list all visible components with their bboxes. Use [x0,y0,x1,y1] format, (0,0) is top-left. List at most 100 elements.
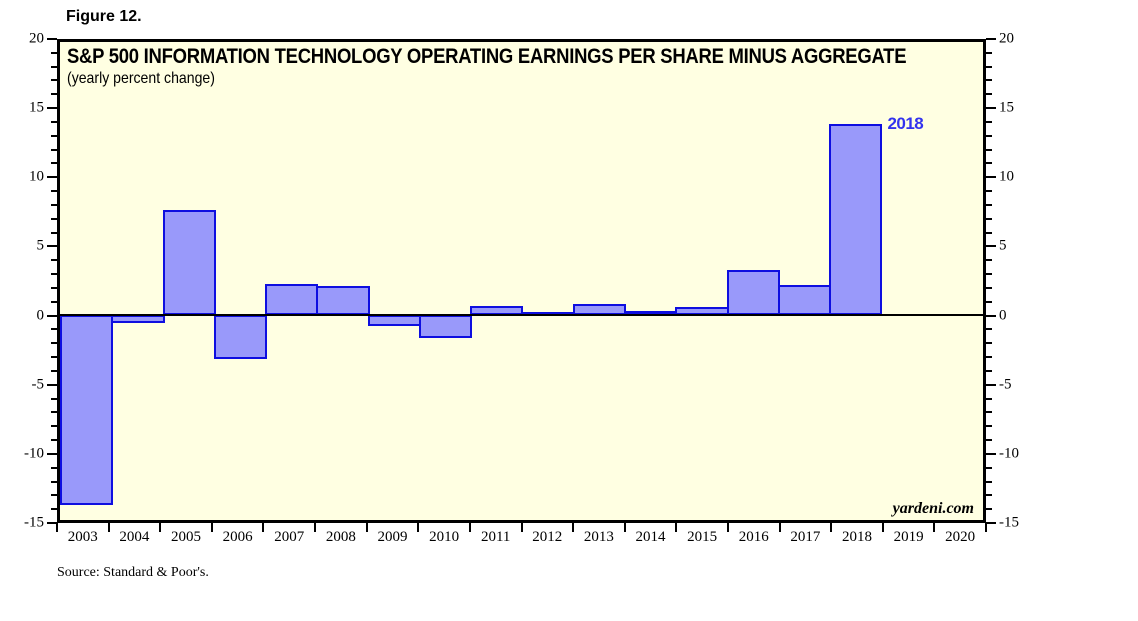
x-tick-6 [365,523,368,532]
x-axis-label-2011: 2011 [480,529,511,545]
zero-baseline [60,314,983,317]
plot-area: S&P 500 INFORMATION TECHNOLOGY OPERATING… [57,39,986,523]
x-tick-2 [159,523,162,532]
bar-2003 [60,315,114,505]
x-axis-label-2020: 2020 [945,529,976,545]
y-tick-right--10 [986,452,996,455]
y-tick-right--3 [986,356,992,359]
y-tick-right--11 [986,466,992,469]
chart-title: S&P 500 INFORMATION TECHNOLOGY OPERATING… [67,45,907,68]
y-tick-right-15 [986,107,996,110]
x-axis-label-2010: 2010 [429,529,460,545]
y-axis-label-right-10: 10 [999,168,1014,185]
y-tick-right-10 [986,176,996,179]
bar-2007 [265,283,319,316]
y-tick-right-14 [986,120,992,123]
y-axis-label-left--15: -15 [24,514,44,531]
bar-2017 [777,285,832,316]
y-tick-right-11 [986,162,992,165]
x-axis-label-2015: 2015 [687,529,718,545]
y-tick-left--15 [47,522,57,524]
y-tick-right--7 [986,411,992,414]
x-axis-label-2005: 2005 [171,529,202,545]
x-axis-label-2007: 2007 [274,529,305,545]
chart-subtitle: (yearly percent change) [67,70,215,88]
bar-2010 [418,315,473,339]
y-tick-left-20 [47,38,57,40]
x-axis-label-2003: 2003 [67,529,98,545]
y-tick-right-9 [986,190,992,193]
x-axis-label-2017: 2017 [790,529,821,545]
y-tick-left-15 [47,107,57,110]
y-tick-right--1 [986,328,992,331]
y-tick-right-1 [986,300,992,303]
y-axis-label-right-5: 5 [999,237,1007,254]
y-tick-right-13 [986,134,992,137]
y-axis-label-left-20: 20 [29,30,44,47]
y-axis-label-left--10: -10 [24,445,44,462]
y-tick-left-5 [47,245,57,248]
x-tick-17 [933,523,936,532]
y-tick-right--13 [986,494,992,497]
y-tick-right-2 [986,286,992,289]
x-tick-9 [520,523,523,532]
y-tick-right-0 [986,314,996,317]
x-tick-1 [107,523,110,532]
y-tick-right-7 [986,217,992,220]
x-tick-8 [468,523,471,532]
x-tick-4 [262,523,265,532]
y-tick-right--6 [986,397,992,400]
bar-2005 [162,209,216,316]
x-tick-14 [778,523,781,532]
y-tick-left-0 [47,314,57,317]
y-tick-right-12 [986,148,992,151]
x-axis-label-2008: 2008 [325,529,356,545]
x-tick-18 [985,523,987,532]
bar-2006 [213,315,268,359]
y-tick-right--4 [986,369,992,372]
x-tick-10 [572,523,575,532]
x-axis-label-2019: 2019 [893,529,924,545]
y-tick-right-16 [986,93,992,96]
y-axis-label-left--5: -5 [31,376,45,393]
y-tick-left-10 [47,176,57,179]
figure-label: Figure 12. [66,8,142,25]
x-tick-3 [210,523,213,532]
y-tick-right-5 [986,245,996,248]
chart-title-block: S&P 500 INFORMATION TECHNOLOGY OPERATING… [67,45,983,89]
x-axis-label-2006: 2006 [222,529,253,545]
y-axis-label-left-15: 15 [29,99,44,116]
x-axis-label-2016: 2016 [738,529,769,545]
bar-2018 [829,123,883,316]
y-axis-label-left-0: 0 [36,307,45,324]
source-note: Source: Standard & Poor's. [57,565,209,580]
x-axis-label-2004: 2004 [119,529,150,545]
y-tick-right-4 [986,259,992,262]
x-tick-12 [675,523,678,532]
x-axis-label-2013: 2013 [583,529,614,545]
y-axis-label-right--15: -15 [999,514,1019,531]
x-tick-7 [417,523,420,532]
y-tick-right-18 [986,65,992,68]
bar-2016 [726,270,780,316]
x-axis-label-2012: 2012 [532,529,563,545]
watermark: yardeni.com [892,500,974,517]
y-tick-right--2 [986,342,992,345]
x-axis-label-2018: 2018 [841,529,872,545]
y-axis-label-right-15: 15 [999,99,1014,116]
bar-2013 [572,304,627,316]
x-tick-13 [726,523,729,532]
y-tick-right--5 [986,383,996,386]
x-tick-0 [56,523,58,532]
x-axis-label-2014: 2014 [635,529,666,545]
y-tick-right-6 [986,231,992,234]
y-tick-right-17 [986,79,992,82]
y-tick-right-3 [986,273,992,276]
x-axis-label-2009: 2009 [377,529,408,545]
y-tick-right--9 [986,439,992,442]
chart: S&P 500 INFORMATION TECHNOLOGY OPERATING… [24,31,1019,546]
bar-2004 [111,315,165,324]
x-tick-15 [830,523,833,532]
y-axis-label-left-5: 5 [36,237,45,254]
y-tick-left--5 [47,383,57,386]
